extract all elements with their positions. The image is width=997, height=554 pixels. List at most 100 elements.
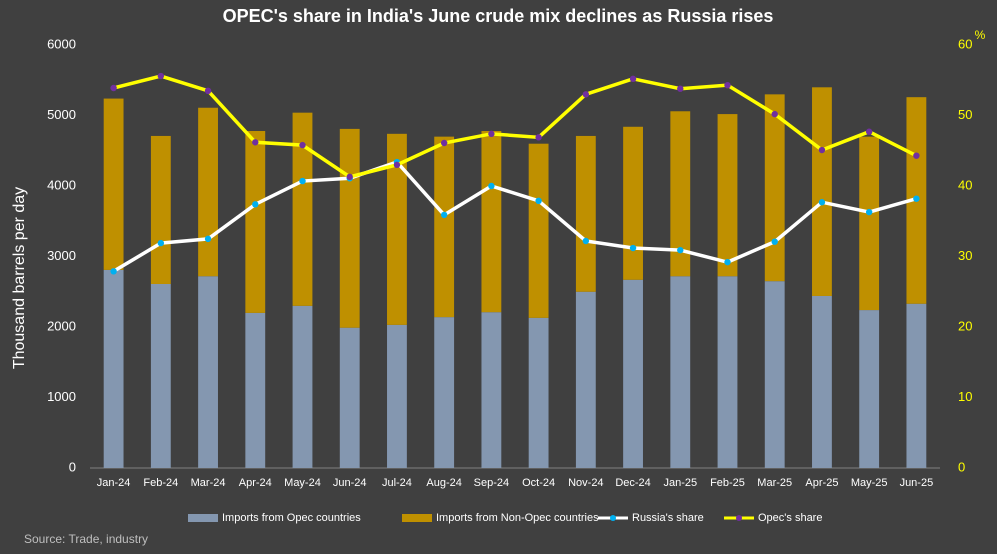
bar <box>717 114 738 277</box>
bar <box>150 283 171 468</box>
line-marker <box>913 152 920 159</box>
line-marker <box>157 72 165 80</box>
x-tick-label: Feb-25 <box>710 477 745 489</box>
y2-tick-label: 30 <box>958 248 972 263</box>
x-tick-label: Aug-24 <box>426 477 461 489</box>
bar <box>339 128 360 328</box>
bar <box>859 310 880 468</box>
line-marker <box>818 199 826 206</box>
legend-label: Russia's share <box>632 512 704 524</box>
line-marker <box>582 91 590 98</box>
bar <box>387 133 407 325</box>
bar <box>623 279 643 468</box>
legend-swatch <box>402 514 432 522</box>
line-marker <box>204 87 212 95</box>
legend-label: Opec's share <box>758 512 822 524</box>
bar <box>292 305 313 468</box>
x-tick-label: Mar-25 <box>757 477 792 489</box>
legend-marker <box>736 515 742 521</box>
y-tick-label: 3000 <box>47 248 76 263</box>
line-marker <box>677 85 684 92</box>
chart-title: OPEC's share in India's June crude mix d… <box>223 6 774 26</box>
bar <box>906 303 927 468</box>
bar <box>670 111 691 277</box>
line-marker <box>346 173 353 181</box>
line-marker <box>299 141 306 149</box>
x-tick-label: Apr-25 <box>805 477 838 489</box>
x-tick-label: May-24 <box>284 477 321 489</box>
line-marker <box>677 246 684 254</box>
y2-tick-label: 40 <box>958 177 972 192</box>
bar <box>812 87 832 296</box>
bar <box>292 112 313 306</box>
line-marker <box>724 258 731 266</box>
x-tick-label: Oct-24 <box>522 477 555 489</box>
bar <box>150 135 171 284</box>
y2-axis-label: % <box>975 28 986 42</box>
bar <box>812 295 832 468</box>
line-marker <box>488 130 495 138</box>
line-series <box>112 159 917 273</box>
line-marker <box>204 235 212 243</box>
bar <box>575 135 596 292</box>
x-tick-label: Mar-24 <box>191 477 226 489</box>
line-marker <box>724 81 731 89</box>
bar <box>717 276 738 468</box>
bar <box>481 131 502 313</box>
x-tick-label: May-25 <box>851 477 888 489</box>
bar <box>764 281 785 468</box>
x-tick-label: Apr-24 <box>239 477 272 489</box>
line-marker <box>818 146 826 154</box>
line-marker <box>535 134 542 141</box>
bar <box>339 327 360 468</box>
bar <box>434 136 455 318</box>
x-tick-label: Jul-24 <box>382 477 412 489</box>
line-marker <box>582 237 590 245</box>
line-marker <box>393 161 401 169</box>
bar <box>245 131 266 313</box>
bar <box>528 143 549 318</box>
line-marker <box>913 195 920 202</box>
x-tick-label: Jan-24 <box>97 477 131 489</box>
line-series <box>113 74 918 179</box>
y-tick-label: 5000 <box>47 107 76 122</box>
legend-label: Imports from Non-Opec countries <box>436 512 599 524</box>
line-marker <box>252 139 259 146</box>
line-marker <box>252 201 259 208</box>
bar <box>528 317 549 468</box>
y2-tick-label: 20 <box>958 318 972 333</box>
bar <box>198 107 218 277</box>
y2-tick-label: 50 <box>958 107 972 122</box>
line-marker <box>629 244 637 252</box>
line-marker <box>440 211 448 219</box>
bar <box>859 136 880 311</box>
bar <box>103 98 124 270</box>
bar <box>387 324 407 468</box>
bar <box>434 317 455 468</box>
x-tick-label: Sep-24 <box>474 477 509 489</box>
x-tick-label: Dec-24 <box>615 477 650 489</box>
line-marker <box>535 197 542 205</box>
line-marker <box>440 139 448 147</box>
legend-marker <box>610 515 616 521</box>
y-tick-label: 1000 <box>47 389 76 404</box>
x-tick-label: Jun-24 <box>333 477 367 489</box>
bar <box>198 276 218 468</box>
y-axis-label: Thousand barrels per day <box>11 187 28 369</box>
source-note: Source: Trade, industry <box>24 532 148 546</box>
y2-tick-label: 10 <box>958 389 972 404</box>
line-marker <box>629 75 637 83</box>
line-marker <box>865 128 873 135</box>
y2-tick-label: 0 <box>958 459 965 474</box>
bar <box>481 312 502 468</box>
bar <box>103 269 124 468</box>
bar <box>623 126 643 280</box>
y-tick-label: 4000 <box>47 177 76 192</box>
legend-label: Imports from Opec countries <box>222 512 361 524</box>
bar <box>575 291 596 468</box>
x-tick-label: Nov-24 <box>568 477 603 489</box>
y-tick-label: 2000 <box>47 318 76 333</box>
y-tick-label: 0 <box>69 459 76 474</box>
y-tick-label: 6000 <box>47 36 76 51</box>
